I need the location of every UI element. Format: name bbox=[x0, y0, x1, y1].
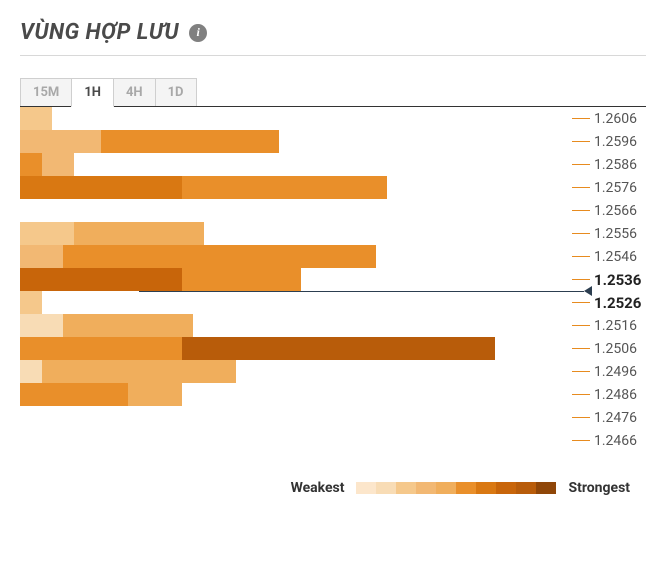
tab-15m[interactable]: 15M bbox=[20, 78, 72, 107]
bar-segment bbox=[20, 383, 128, 406]
bar-area bbox=[20, 337, 566, 360]
chart-row: 1.2486 bbox=[20, 383, 646, 406]
bar-segment bbox=[20, 314, 63, 337]
legend-swatch bbox=[516, 482, 536, 494]
chart-row: 1.2526 bbox=[20, 291, 646, 314]
y-label: 1.2546 bbox=[590, 249, 646, 265]
legend-swatch bbox=[436, 482, 456, 494]
bar-segment bbox=[20, 268, 182, 291]
chart-row: 1.2466 bbox=[20, 429, 646, 452]
bar-area bbox=[20, 268, 566, 291]
bar-segment bbox=[20, 153, 42, 176]
legend-swatch bbox=[356, 482, 376, 494]
bar-segment bbox=[20, 176, 182, 199]
bar-segment bbox=[20, 130, 101, 153]
legend-strongest-label: Strongest bbox=[568, 480, 630, 496]
chart-row: 1.2476 bbox=[20, 406, 646, 429]
bar-area bbox=[20, 176, 566, 199]
bar-area bbox=[20, 429, 566, 452]
bar-area bbox=[20, 199, 566, 222]
tick-line bbox=[572, 440, 590, 441]
bar-segment bbox=[20, 360, 236, 383]
y-label: 1.2606 bbox=[590, 111, 646, 127]
chart-row: 1.2566 bbox=[20, 199, 646, 222]
tick-line bbox=[572, 279, 590, 280]
bar-segment bbox=[20, 107, 52, 130]
y-label: 1.2526 bbox=[590, 294, 646, 312]
tick-line bbox=[572, 233, 590, 234]
legend-swatch bbox=[476, 482, 496, 494]
chart-row: 1.2576 bbox=[20, 176, 646, 199]
bar-area bbox=[20, 245, 566, 268]
bar-area bbox=[20, 383, 566, 406]
chart-row: 1.2496 bbox=[20, 360, 646, 383]
bar-area bbox=[20, 360, 566, 383]
bar-segment bbox=[20, 222, 74, 245]
y-label: 1.2476 bbox=[590, 410, 646, 426]
timeframe-tabs: 15M1H4H1D bbox=[20, 78, 646, 107]
bar-segment bbox=[20, 245, 376, 268]
bar-segment bbox=[20, 337, 182, 360]
tab-1h[interactable]: 1H bbox=[71, 78, 114, 107]
tick-line bbox=[572, 394, 590, 395]
bar-area bbox=[20, 130, 566, 153]
bar-area bbox=[20, 107, 566, 130]
bar-segment bbox=[20, 360, 42, 383]
bar-area bbox=[20, 314, 566, 337]
tab-1d[interactable]: 1D bbox=[155, 78, 197, 107]
y-label: 1.2556 bbox=[590, 226, 646, 242]
chart-row: 1.2606 bbox=[20, 107, 646, 130]
chart-row: 1.2536 bbox=[20, 268, 646, 291]
tick-line bbox=[572, 118, 590, 119]
chart-row: 1.2506 bbox=[20, 337, 646, 360]
y-label: 1.2516 bbox=[590, 318, 646, 334]
legend-swatches bbox=[356, 482, 556, 494]
chart-row: 1.2586 bbox=[20, 153, 646, 176]
bar-area bbox=[20, 406, 566, 429]
y-label: 1.2566 bbox=[590, 203, 646, 219]
bar-area bbox=[20, 222, 566, 245]
legend-swatch bbox=[496, 482, 516, 494]
header: VÙNG HỢP LƯU i bbox=[20, 20, 646, 45]
chart-row: 1.2556 bbox=[20, 222, 646, 245]
legend: Weakest Strongest bbox=[20, 480, 646, 496]
confluence-chart: 1.2606 1.2596 1.2586 1.2576 1.2566 1.2556 1.25… bbox=[20, 106, 646, 452]
y-label: 1.2496 bbox=[590, 364, 646, 380]
legend-weakest-label: Weakest bbox=[291, 480, 345, 496]
tick-line bbox=[572, 187, 590, 188]
y-label: 1.2506 bbox=[590, 341, 646, 357]
bar-area bbox=[20, 291, 566, 314]
bar-area bbox=[20, 153, 566, 176]
tick-line bbox=[572, 164, 590, 165]
bar-segment bbox=[20, 291, 42, 314]
y-label: 1.2596 bbox=[590, 134, 646, 150]
y-label: 1.2536 bbox=[590, 271, 646, 289]
chart-row: 1.2516 bbox=[20, 314, 646, 337]
legend-swatch bbox=[416, 482, 436, 494]
tick-line bbox=[572, 256, 590, 257]
bar-segment bbox=[20, 245, 63, 268]
tick-line bbox=[572, 210, 590, 211]
tab-4h[interactable]: 4H bbox=[113, 78, 156, 107]
y-label: 1.2586 bbox=[590, 157, 646, 173]
y-label: 1.2466 bbox=[590, 433, 646, 449]
tick-line bbox=[572, 302, 590, 303]
divider bbox=[20, 55, 646, 56]
page-title: VÙNG HỢP LƯU bbox=[20, 20, 179, 45]
legend-swatch bbox=[376, 482, 396, 494]
y-label: 1.2576 bbox=[590, 180, 646, 196]
chart-row: 1.2546 bbox=[20, 245, 646, 268]
tick-line bbox=[572, 348, 590, 349]
tick-line bbox=[572, 325, 590, 326]
tick-line bbox=[572, 141, 590, 142]
chart-row: 1.2596 bbox=[20, 130, 646, 153]
legend-swatch bbox=[396, 482, 416, 494]
tick-line bbox=[572, 371, 590, 372]
y-label: 1.2486 bbox=[590, 387, 646, 403]
legend-swatch bbox=[456, 482, 476, 494]
tick-line bbox=[572, 417, 590, 418]
info-icon[interactable]: i bbox=[189, 24, 207, 42]
legend-swatch bbox=[536, 482, 556, 494]
